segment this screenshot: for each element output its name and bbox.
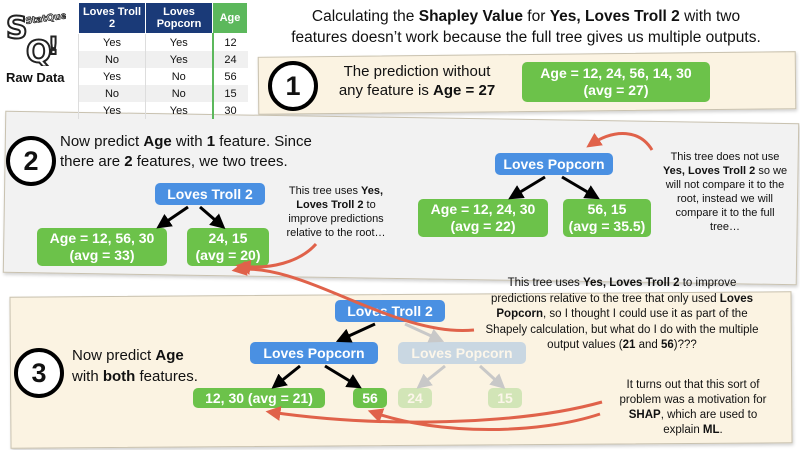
tree-b-root: Loves Popcorn [495, 153, 613, 175]
tree-a-leaf-right: 24, 15 (avg = 20) [187, 228, 269, 266]
table-cell: 56 [211, 68, 248, 85]
tree-b-leaf-left: Age = 12, 24, 30 (avg = 22) [418, 199, 548, 237]
tree-a-note: This tree uses Yes, Loves Troll 2 to imp… [286, 185, 386, 239]
logo-icon: S Q ! StatQuest [5, 9, 78, 71]
table-cell: 24 [211, 51, 248, 68]
step3-text: Now predict Age with both features. [72, 347, 198, 385]
table-cell: Yes [145, 102, 213, 119]
svg-text:StatQuest: StatQuest [25, 10, 66, 27]
table-cell: No [145, 85, 213, 102]
table-cell: No [78, 85, 146, 102]
table-cell: Yes [78, 68, 146, 85]
step2-number: 2 [6, 136, 56, 186]
page-title: Calculating the Shapley Value for Yes, L… [291, 8, 761, 46]
svg-text:!: ! [48, 32, 59, 60]
tree-c-note-top: This tree uses Yes, Loves Troll 2 to imp… [485, 277, 759, 351]
tree-b-leaf-right: 56, 15 (avg = 35.5) [563, 199, 651, 237]
table-cell: Yes [145, 51, 213, 68]
col-header: Loves Popcorn [145, 2, 213, 34]
tree-c-leaf-3: 24 [398, 388, 432, 408]
table-cell: 15 [211, 85, 248, 102]
col-header-age: Age [212, 2, 248, 34]
table-cell: No [78, 51, 146, 68]
tree-b-note: This tree does not use Yes, Loves Troll … [662, 151, 788, 233]
step3-number: 3 [14, 348, 64, 398]
tree-c-leaf-4: 15 [488, 388, 522, 408]
step1-number: 1 [268, 61, 318, 111]
table-cell: 30 [211, 102, 248, 119]
tree-a-leaf-left: Age = 12, 56, 30 (avg = 33) [37, 228, 167, 266]
tree-c-right-node: Loves Popcorn [398, 342, 526, 364]
tree-c-root: Loves Troll 2 [335, 300, 445, 322]
tree-c-leaf-1: 12, 30 (avg = 21) [193, 388, 325, 408]
svg-text:S: S [6, 11, 28, 46]
step1-text: The prediction without any feature is Ag… [338, 63, 496, 99]
raw-data-table: Loves Troll 2 Loves Popcorn Age Yes Yes 12… [78, 2, 248, 119]
statquest-logo: S Q ! StatQuest [4, 4, 78, 71]
raw-data-caption: Raw Data [6, 70, 65, 85]
tree-c-note-bottom: It turns out that this sort of problem w… [619, 379, 767, 436]
table-cell: Yes [78, 102, 146, 119]
svg-text:Q: Q [26, 35, 52, 66]
step2-text: Now predict Age with 1 feature. Since th… [60, 133, 312, 170]
step1-prediction-box: Age = 12, 24, 56, 14, 30 (avg = 27) [522, 62, 710, 102]
tree-a-root: Loves Troll 2 [155, 183, 265, 205]
table-cell: No [145, 68, 213, 85]
table-cell: Yes [78, 33, 146, 51]
tree-c-leaf-2: 56 [353, 388, 387, 408]
table-cell: Yes [145, 33, 213, 51]
table-cell: 12 [211, 33, 248, 51]
tree-c-left-node: Loves Popcorn [250, 342, 378, 364]
col-header: Loves Troll 2 [78, 2, 146, 34]
